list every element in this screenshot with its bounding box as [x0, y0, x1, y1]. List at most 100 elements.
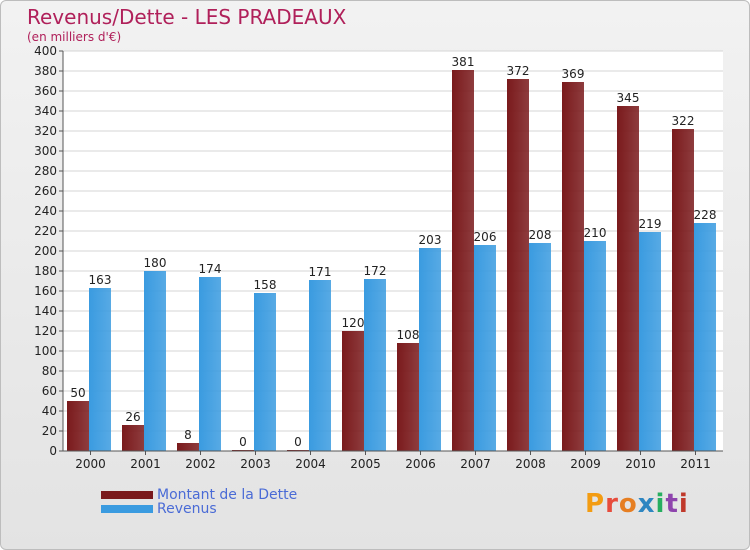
bar-dette [122, 425, 144, 451]
bars [67, 70, 716, 451]
data-label: 381 [452, 55, 475, 69]
logo-letter: i [678, 489, 689, 519]
bar-dette [562, 82, 584, 451]
y-tick-label: 400 [34, 44, 57, 58]
y-axis: 0 20 40 60 80 100 120 140 160 180 200 220 240 260 280 3… [34, 44, 64, 458]
logo-letter: r [605, 489, 619, 519]
logo-letter: o [618, 489, 638, 519]
data-label: 120 [342, 316, 365, 330]
logo-letter: t [665, 489, 679, 519]
data-label: 210 [584, 226, 607, 240]
data-label: 372 [507, 64, 530, 78]
y-tick-label: 360 [34, 84, 57, 98]
bar-dette [342, 331, 364, 451]
data-label: 219 [639, 217, 662, 231]
data-label: 203 [419, 233, 442, 247]
legend-swatch-dette [101, 491, 153, 499]
y-tick-label: 120 [34, 324, 57, 338]
legend-item-revenus: Revenus [101, 501, 217, 517]
bar-revenus [529, 243, 551, 451]
proxiti-logo: Proxiti [585, 489, 689, 519]
legend-label-revenus: Revenus [157, 501, 217, 517]
x-tick-label: 2001 [130, 457, 161, 471]
logo-letter: x [637, 489, 656, 519]
data-label: 26 [125, 410, 140, 424]
y-tick-label: 60 [42, 384, 57, 398]
y-tick-label: 380 [34, 64, 57, 78]
y-tick-label: 320 [34, 124, 57, 138]
data-label: 208 [529, 228, 552, 242]
bar-revenus [474, 245, 496, 451]
data-label: 345 [617, 91, 640, 105]
data-labels: 50 163 26 180 8 174 0 158 0 171 120 172 108 203 381 206… [70, 55, 716, 449]
x-tick-label: 2006 [405, 457, 436, 471]
bar-dette [397, 343, 419, 451]
bar-revenus [584, 241, 606, 451]
x-tick-label: 2009 [570, 457, 601, 471]
y-tick-label: 300 [34, 144, 57, 158]
bar-revenus [694, 223, 716, 451]
y-tick-label: 80 [42, 364, 57, 378]
bar-dette [452, 70, 474, 451]
x-tick-label: 2005 [350, 457, 381, 471]
y-tick-label: 240 [34, 204, 57, 218]
data-label: 0 [239, 435, 247, 449]
data-label: 206 [474, 230, 497, 244]
y-tick-label: 20 [42, 424, 57, 438]
y-tick-label: 340 [34, 104, 57, 118]
legend-item-dette: Montant de la Dette [101, 487, 297, 503]
bar-revenus [199, 277, 221, 451]
data-label: 180 [144, 256, 167, 270]
legend-swatch-revenus [101, 505, 153, 513]
y-tick-label: 220 [34, 224, 57, 238]
data-label: 158 [254, 278, 277, 292]
data-label: 108 [397, 328, 420, 342]
y-tick-label: 260 [34, 184, 57, 198]
y-tick-label: 40 [42, 404, 57, 418]
bar-dette [617, 106, 639, 451]
x-tick-label: 2010 [625, 457, 656, 471]
bar-revenus [254, 293, 276, 451]
y-tick-label: 0 [49, 444, 57, 458]
x-axis: 2000 2001 2002 2003 2004 2005 2006 2007 2008 2009… [63, 450, 723, 471]
data-label: 50 [70, 386, 85, 400]
bar-revenus [639, 232, 661, 451]
bar-revenus [419, 248, 441, 451]
chart-title: Revenus/Dette - LES PRADEAUX [27, 5, 347, 29]
y-tick-label: 280 [34, 164, 57, 178]
y-tick-label: 140 [34, 304, 57, 318]
data-label: 0 [294, 435, 302, 449]
grid [63, 50, 723, 452]
chart-subtitle: (en milliers d'€) [27, 30, 122, 44]
bar-dette [672, 129, 694, 451]
bar-revenus [144, 271, 166, 451]
y-tick-label: 180 [34, 264, 57, 278]
logo-letter: P [585, 489, 606, 519]
bar-revenus [89, 288, 111, 451]
x-tick-label: 2000 [75, 457, 106, 471]
data-label: 172 [364, 264, 387, 278]
data-label: 171 [309, 265, 332, 279]
x-tick-label: 2008 [515, 457, 546, 471]
x-tick-label: 2007 [460, 457, 491, 471]
x-tick-label: 2004 [295, 457, 326, 471]
bar-revenus [364, 279, 386, 451]
y-tick-label: 200 [34, 244, 57, 258]
data-label: 228 [694, 208, 717, 222]
y-tick-label: 160 [34, 284, 57, 298]
x-tick-label: 2011 [680, 457, 711, 471]
x-tick-label: 2002 [185, 457, 216, 471]
bar-dette [177, 443, 199, 451]
data-label: 8 [184, 428, 192, 442]
data-label: 163 [89, 273, 112, 287]
data-label: 174 [199, 262, 222, 276]
bar-dette [507, 79, 529, 451]
x-tick-label: 2003 [240, 457, 271, 471]
bar-dette [67, 401, 89, 451]
logo-letter: i [655, 489, 666, 519]
legend-label-dette: Montant de la Dette [157, 487, 298, 503]
data-label: 369 [562, 67, 585, 81]
bar-revenus [309, 280, 331, 451]
